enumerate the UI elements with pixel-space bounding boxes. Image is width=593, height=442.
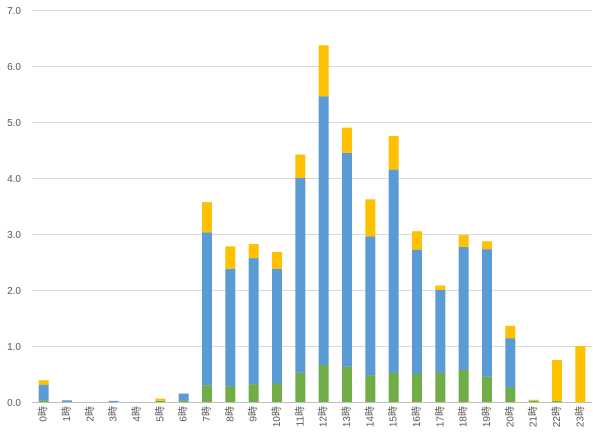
bar-segment: [272, 268, 282, 384]
bar-segment: [528, 399, 539, 401]
bar-segment: [318, 96, 329, 366]
bar-segment: [505, 338, 516, 388]
bar-segment: [482, 249, 492, 377]
y-tick-label: 2.0: [7, 286, 21, 297]
y-tick-label: 3.0: [7, 230, 21, 241]
bar-segment: [482, 241, 492, 250]
bar-segment: [365, 236, 376, 376]
bar-segment: [295, 178, 306, 373]
x-tick-label: 19時: [481, 406, 493, 427]
bar-segment: [482, 376, 492, 402]
x-tick-label: 0時: [38, 406, 50, 422]
bar-segment: [412, 374, 422, 402]
bar-segment: [225, 386, 236, 402]
x-tick-label: 4時: [131, 406, 143, 422]
bar-segment: [318, 45, 329, 97]
bar-segment: [38, 384, 49, 401]
bar-segment: [412, 249, 422, 374]
bar-segment: [505, 387, 516, 402]
x-tick-label: 5時: [154, 406, 166, 422]
bar-segment: [178, 393, 189, 401]
bar-segment: [365, 375, 376, 402]
bar-segment: [155, 398, 166, 401]
bar-segment: [342, 366, 352, 402]
bar-segment: [272, 251, 282, 269]
x-tick-label: 18時: [458, 406, 470, 427]
bar-segment: [202, 202, 212, 233]
bar-segment: [248, 258, 259, 385]
x-tick-label: 22時: [551, 406, 563, 427]
bar-segment: [202, 232, 212, 386]
y-tick-label: 0.0: [7, 398, 21, 409]
bar-segment: [388, 372, 399, 402]
gridlines: [32, 10, 592, 347]
bar-segment: [435, 372, 446, 402]
x-tick-labels: 0時 1時 2時 3時 4時 5時 6時 7時 8時 9時 10時 11時 12時 13時 14時 15時 16…: [38, 406, 587, 427]
bar-segment: [342, 152, 352, 367]
x-tick-label: 8時: [224, 406, 236, 422]
x-tick-label: 3時: [108, 406, 120, 422]
bar-segment: [552, 360, 562, 401]
x-tick-label: 15時: [388, 406, 400, 427]
bar-segment: [388, 169, 399, 373]
y-tick-label: 6.0: [7, 62, 21, 73]
bar-segment: [342, 127, 352, 153]
x-tick-label: 13時: [341, 406, 353, 427]
bar-segment: [38, 380, 49, 385]
x-tick-label: 2時: [84, 406, 96, 422]
bar-segment: [225, 268, 236, 387]
y-tick-label: 7.0: [7, 6, 21, 17]
bar-segment: [155, 400, 166, 402]
x-tick-label: 14時: [364, 406, 376, 427]
x-tick-label: 17時: [434, 406, 446, 427]
x-tick-label: 7時: [201, 406, 213, 422]
x-tick-label: 21時: [528, 406, 540, 427]
bar-segment: [38, 400, 49, 402]
bar-segment: [272, 383, 282, 402]
x-tick-label: 11時: [294, 406, 306, 426]
bar-segment: [435, 285, 446, 290]
bar-segment: [108, 400, 119, 402]
x-tick-label: 23時: [574, 406, 586, 427]
bar-segment: [575, 346, 586, 402]
x-tick-label: 20時: [504, 406, 516, 427]
x-tick-label: 10時: [271, 406, 283, 427]
bar-segment: [435, 290, 446, 373]
bar-segment: [295, 154, 306, 178]
bar-segment: [225, 246, 236, 269]
bar-segment: [318, 365, 329, 402]
bar-segment: [458, 370, 469, 402]
y-tick-label: 1.0: [7, 342, 21, 353]
bar-segment: [62, 400, 72, 402]
x-tick-label: 16時: [411, 406, 423, 427]
y-tick-label: 5.0: [7, 118, 21, 129]
bar-segment: [248, 384, 259, 402]
bars: [38, 45, 586, 402]
y-tick-label: 4.0: [7, 174, 21, 185]
bar-segment: [458, 246, 469, 371]
bar-segment: [505, 325, 516, 339]
bar-segment: [178, 400, 189, 402]
x-tick-label: 6時: [178, 406, 190, 422]
bar-segment: [528, 400, 539, 402]
bar-segment: [458, 235, 469, 247]
bar-segment: [552, 400, 562, 402]
x-tick-label: 12時: [318, 406, 330, 427]
bar-segment: [202, 385, 212, 402]
bar-segment: [248, 244, 259, 259]
bar-segment: [388, 136, 399, 170]
x-tick-label: 1時: [61, 406, 73, 422]
bar-segment: [295, 372, 306, 402]
bar-segment: [365, 199, 376, 237]
bar-segment: [412, 231, 422, 250]
x-tick-label: 9時: [248, 406, 260, 422]
y-tick-labels: 0.0 1.0 2.0 3.0 4.0 5.0 6.0 7.0: [7, 6, 21, 409]
